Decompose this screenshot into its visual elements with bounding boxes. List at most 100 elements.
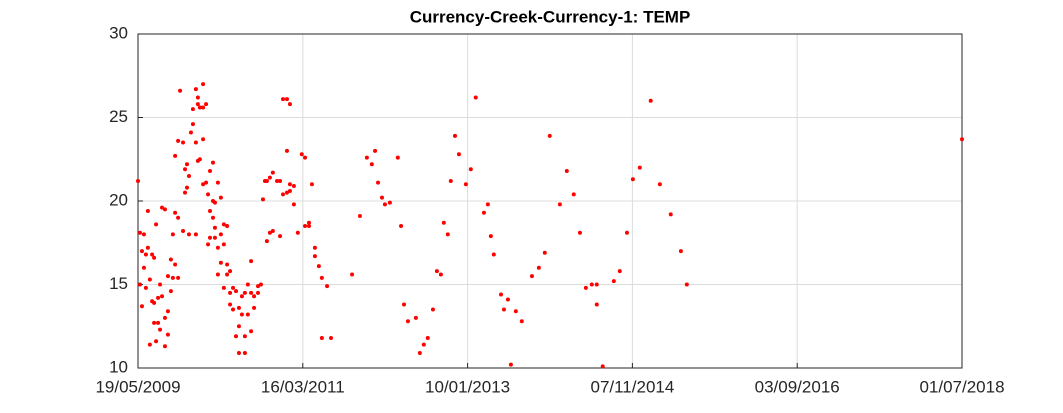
- point: [536, 265, 541, 270]
- point: [152, 255, 157, 260]
- point: [434, 269, 439, 274]
- point: [481, 210, 486, 215]
- point: [165, 309, 170, 314]
- point: [270, 170, 275, 175]
- x-tick-label: 03/09/2016: [755, 377, 840, 396]
- point: [473, 95, 478, 100]
- point: [319, 335, 324, 340]
- point: [228, 269, 233, 274]
- point: [173, 153, 178, 158]
- point: [176, 138, 181, 143]
- point: [617, 269, 622, 274]
- point: [204, 102, 209, 107]
- point: [173, 262, 178, 267]
- point: [445, 232, 450, 237]
- point: [529, 274, 534, 279]
- point: [147, 277, 152, 282]
- point: [319, 275, 324, 280]
- point: [242, 290, 247, 295]
- point: [206, 242, 211, 247]
- point: [287, 182, 292, 187]
- point: [218, 260, 223, 265]
- point: [165, 274, 170, 279]
- point: [139, 304, 144, 309]
- point: [188, 130, 193, 135]
- point: [218, 232, 223, 237]
- point: [249, 259, 254, 264]
- point: [242, 350, 247, 355]
- point: [152, 300, 157, 305]
- point: [173, 210, 178, 215]
- point: [245, 312, 250, 317]
- point: [303, 155, 308, 160]
- point: [485, 202, 490, 207]
- point: [505, 297, 510, 302]
- point: [508, 362, 513, 367]
- point: [208, 209, 213, 214]
- point: [513, 309, 518, 314]
- point: [316, 264, 321, 269]
- point: [201, 137, 206, 142]
- point: [452, 133, 457, 138]
- point: [168, 289, 173, 294]
- point: [260, 197, 265, 202]
- point: [236, 350, 241, 355]
- point: [249, 290, 254, 295]
- point: [281, 192, 286, 197]
- point: [221, 222, 226, 227]
- point: [448, 178, 453, 183]
- point: [184, 162, 189, 167]
- point: [252, 294, 257, 299]
- point: [547, 133, 552, 138]
- point: [218, 195, 223, 200]
- point: [212, 200, 217, 205]
- point: [624, 230, 629, 235]
- point: [295, 230, 300, 235]
- point: [249, 329, 254, 334]
- point: [141, 265, 146, 270]
- point: [284, 148, 289, 153]
- point: [267, 230, 272, 235]
- point: [387, 200, 392, 205]
- point: [176, 275, 181, 280]
- point: [162, 344, 167, 349]
- point: [291, 202, 296, 207]
- y-tick-label: 30: [109, 23, 128, 42]
- point: [287, 188, 292, 193]
- point: [197, 105, 202, 110]
- point: [350, 272, 355, 277]
- point: [221, 242, 226, 247]
- point: [637, 165, 642, 170]
- point: [468, 167, 473, 172]
- point: [312, 245, 317, 250]
- point: [306, 220, 311, 225]
- point: [143, 285, 148, 290]
- point: [299, 152, 304, 157]
- x-tick-label: 19/05/2009: [95, 377, 180, 396]
- point: [215, 180, 220, 185]
- point: [152, 320, 157, 325]
- point: [491, 252, 496, 257]
- point: [438, 272, 443, 277]
- point: [170, 275, 175, 280]
- point: [425, 335, 430, 340]
- point: [402, 302, 407, 307]
- point: [158, 282, 163, 287]
- point: [364, 155, 369, 160]
- x-tick-label: 10/01/2013: [425, 377, 510, 396]
- point: [184, 185, 189, 190]
- point: [501, 307, 506, 312]
- point: [312, 254, 317, 259]
- point: [239, 312, 244, 317]
- point: [193, 232, 198, 237]
- point: [208, 235, 213, 240]
- point: [583, 285, 588, 290]
- point: [204, 180, 209, 185]
- point: [242, 334, 247, 339]
- point: [183, 167, 188, 172]
- y-tick-label: 20: [109, 190, 128, 209]
- point: [201, 82, 206, 87]
- point: [960, 137, 964, 142]
